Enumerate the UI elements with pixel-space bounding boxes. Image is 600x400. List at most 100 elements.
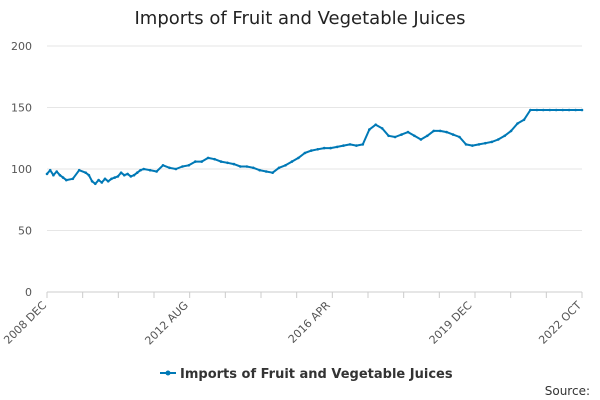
data-point[interactable] [194,160,197,163]
data-point[interactable] [226,161,229,165]
data-point[interactable] [129,175,133,178]
data-point[interactable] [484,141,487,145]
data-point[interactable] [181,165,184,168]
data-point[interactable] [90,180,94,183]
data-point[interactable] [45,172,49,176]
data-point[interactable] [496,138,500,141]
data-point[interactable] [580,108,584,112]
data-point[interactable] [561,108,564,112]
y-tick-label: 50 [18,225,32,238]
data-point[interactable] [132,173,136,177]
data-point[interactable] [445,130,448,134]
data-point[interactable] [554,108,558,112]
data-point[interactable] [48,168,52,172]
data-point[interactable] [361,143,365,146]
data-point[interactable] [490,140,494,144]
data-point[interactable] [374,123,378,126]
data-point[interactable] [368,128,371,131]
data-point[interactable] [522,118,526,122]
data-point[interactable] [419,138,423,141]
data-point[interactable] [503,134,507,138]
data-point[interactable] [535,108,539,112]
data-point[interactable] [123,173,126,177]
data-point[interactable] [126,172,129,176]
series-layer [45,108,584,186]
data-point[interactable] [271,171,274,174]
data-point[interactable] [464,143,468,146]
data-point[interactable] [316,148,320,151]
data-point[interactable] [264,170,268,173]
data-point[interactable] [58,173,62,177]
data-point[interactable] [252,166,255,170]
data-point[interactable] [161,164,165,167]
data-point[interactable] [380,127,384,130]
data-point[interactable] [200,160,203,163]
data-point[interactable] [206,156,210,160]
data-point[interactable] [174,167,178,171]
data-point[interactable] [155,170,158,173]
data-point[interactable] [400,133,403,136]
data-point[interactable] [84,171,87,174]
data-point[interactable] [438,129,442,133]
data-point[interactable] [148,168,152,172]
data-point[interactable] [548,108,552,112]
data-point[interactable] [329,146,332,150]
data-point[interactable] [432,129,436,133]
data-point[interactable] [142,167,145,171]
data-point[interactable] [239,165,242,168]
data-point[interactable] [187,164,191,167]
data-point[interactable] [322,146,326,150]
data-point[interactable] [219,160,223,163]
data-point[interactable] [516,122,519,125]
data-point[interactable] [335,145,339,149]
data-point[interactable] [232,162,236,166]
data-point[interactable] [355,144,358,147]
data-point[interactable] [413,134,416,138]
data-point[interactable] [55,170,58,173]
data-point[interactable] [567,108,571,112]
legend[interactable]: Imports of Fruit and Vegetable Juices [160,367,453,382]
data-point[interactable] [258,168,262,172]
data-point[interactable] [135,171,139,174]
data-point[interactable] [542,108,545,112]
data-point[interactable] [87,173,91,177]
data-point[interactable] [297,156,300,160]
data-point[interactable] [290,160,294,163]
data-point[interactable] [65,178,68,182]
data-point[interactable] [387,134,390,138]
data-point[interactable] [168,166,171,170]
data-point[interactable] [100,181,104,184]
data-point[interactable] [426,134,429,138]
data-point[interactable] [406,130,410,134]
data-point[interactable] [509,129,513,133]
data-point[interactable] [52,173,55,177]
data-point[interactable] [61,176,65,179]
data-point[interactable] [574,108,577,112]
data-point[interactable] [94,182,97,186]
data-point[interactable] [393,135,397,139]
data-point[interactable] [103,177,107,181]
data-point[interactable] [245,165,249,168]
data-point[interactable] [77,168,81,172]
data-point[interactable] [277,166,281,170]
data-point[interactable] [310,149,313,152]
data-point[interactable] [97,178,100,182]
data-point[interactable] [284,164,287,167]
data-point[interactable] [451,133,455,136]
data-point[interactable] [106,180,110,183]
data-point[interactable] [71,177,75,181]
data-point[interactable] [116,175,120,178]
data-point[interactable] [139,168,142,172]
data-point[interactable] [303,151,307,155]
data-point[interactable] [471,144,474,147]
data-point[interactable] [458,135,461,139]
data-point[interactable] [477,143,481,146]
data-point[interactable] [110,177,113,181]
data-point[interactable] [348,143,352,146]
data-point[interactable] [529,108,532,112]
data-point[interactable] [213,157,216,161]
data-point[interactable] [119,171,123,174]
y-tick-label: 100 [11,163,32,176]
data-point[interactable] [113,176,116,179]
data-point[interactable] [342,144,345,147]
